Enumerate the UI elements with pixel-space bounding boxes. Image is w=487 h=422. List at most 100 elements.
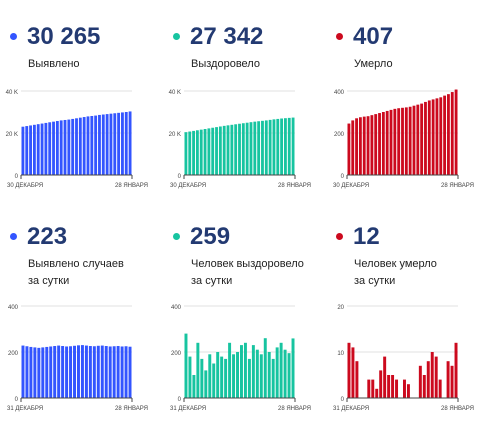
stat-label-line: Человек умерло	[354, 258, 437, 270]
bar	[207, 128, 211, 175]
y-tick-label: 400	[334, 90, 345, 96]
bar	[434, 356, 438, 398]
bar	[188, 131, 192, 175]
x-tick-label: 28 ЯНВАРЯ	[278, 183, 311, 189]
bar	[204, 370, 208, 398]
bar	[124, 112, 128, 175]
bar	[272, 119, 276, 175]
bar	[240, 345, 243, 398]
bar	[454, 89, 458, 175]
x-tick-label: 31 ДЕКАБРЯ	[170, 406, 206, 412]
chart-cases-daily: 0 200 400 31 ДЕКАБРЯ 28 ЯНВАРЯ	[7, 305, 148, 412]
bar	[287, 353, 291, 398]
y-tick-label: 400	[171, 305, 182, 311]
bar	[41, 347, 45, 398]
bar	[389, 109, 393, 175]
bar	[215, 127, 218, 175]
x-tick-label: 31 ДЕКАБРЯ	[7, 406, 43, 412]
bar	[55, 121, 59, 175]
bar	[195, 130, 199, 175]
bar	[447, 94, 450, 175]
stat-value: 407	[353, 23, 394, 50]
bar	[25, 346, 29, 398]
bar	[280, 118, 284, 175]
bar	[100, 345, 104, 398]
bar	[351, 347, 355, 398]
bar	[412, 105, 416, 175]
bar	[446, 361, 450, 398]
bar	[249, 122, 253, 175]
bar	[21, 345, 25, 398]
bar	[404, 107, 408, 175]
bar	[267, 352, 271, 398]
stat-label: Человек выздоровело за сутки	[191, 256, 304, 290]
bar	[366, 116, 370, 175]
stat-label: Выздоровело	[191, 56, 260, 73]
bar	[401, 107, 404, 175]
bar	[236, 352, 239, 398]
x-tick-label: 28 ЯНВАРЯ	[441, 406, 474, 412]
stat-label: Выявлено	[28, 56, 80, 73]
bar	[25, 126, 29, 175]
series-dot	[173, 33, 180, 40]
y-tick-label: 0	[178, 174, 182, 180]
series-dot	[336, 33, 343, 40]
bar	[203, 129, 207, 175]
bar	[101, 114, 105, 175]
bar	[96, 345, 100, 398]
y-tick-label: 40 K	[6, 90, 18, 96]
bar	[375, 388, 379, 398]
panel-recovered-total: 27 342 Выздоровело 0 20 K 40 K 30 ДЕКАБРЯ 28…	[163, 0, 323, 210]
bar	[216, 352, 220, 398]
bar	[49, 346, 53, 398]
bar	[370, 115, 374, 175]
bar	[220, 356, 224, 398]
bar	[276, 118, 280, 175]
panel-cases-total: 30 265 Выявлено 0 20 K 40 K 30 ДЕКАБРЯ 28 ЯН…	[0, 0, 160, 210]
bar	[230, 124, 234, 175]
bar	[383, 356, 387, 398]
bar	[379, 370, 383, 398]
stat-label-line: за сутки	[191, 275, 233, 287]
bar	[44, 122, 48, 175]
stat-label: Умерло	[354, 56, 393, 73]
bar	[435, 98, 439, 175]
bar	[124, 346, 128, 398]
y-tick-label: 0	[341, 174, 345, 180]
bar	[57, 345, 61, 398]
bar	[450, 365, 454, 398]
bar	[358, 117, 362, 175]
bar	[381, 112, 385, 175]
bar	[222, 125, 226, 175]
x-tick-label: 30 ДЕКАБРЯ	[333, 183, 369, 189]
bar	[371, 379, 375, 398]
bar	[117, 112, 121, 175]
stat-label-line: Умерло	[354, 58, 393, 70]
y-tick-label: 20 K	[169, 132, 181, 138]
y-tick-label: 0	[15, 174, 19, 180]
chart-recovered-total: 0 20 K 40 K 30 ДЕКАБРЯ 28 ЯНВАРЯ	[169, 90, 311, 189]
stat-label: Выявлено случаев за сутки	[28, 256, 124, 290]
bar	[73, 345, 76, 398]
bar	[212, 363, 216, 398]
bar	[418, 365, 422, 398]
x-tick-label: 30 ДЕКАБРЯ	[7, 183, 43, 189]
bar	[443, 95, 447, 175]
bar	[120, 346, 124, 398]
bar	[391, 375, 395, 398]
bar	[263, 338, 267, 398]
bar	[104, 346, 108, 398]
chart-deaths-daily: 0 10 20 31 ДЕКАБРЯ 28 ЯНВАРЯ	[333, 305, 474, 412]
bar	[29, 346, 33, 398]
chart-cases-total: 0 20 K 40 K 30 ДЕКАБРЯ 28 ЯНВАРЯ	[6, 90, 148, 189]
bar	[37, 347, 41, 398]
bar	[243, 342, 247, 398]
bar	[422, 375, 426, 398]
series-dot	[10, 33, 17, 40]
bar	[105, 114, 109, 175]
bar	[45, 346, 49, 398]
bar	[261, 120, 264, 175]
stat-value: 27 342	[190, 23, 264, 50]
y-tick-label: 400	[8, 305, 19, 311]
x-tick-label: 31 ДЕКАБРЯ	[333, 406, 369, 412]
